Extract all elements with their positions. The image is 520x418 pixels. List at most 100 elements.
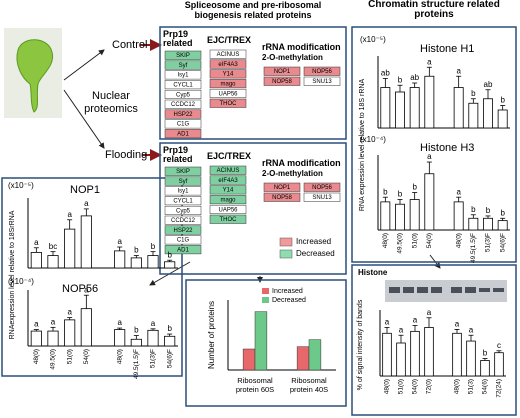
protein-cell bbox=[263, 182, 301, 192]
protein-label: SNU13 bbox=[312, 195, 332, 201]
significance-letter: b bbox=[398, 75, 403, 84]
protein-cell bbox=[164, 129, 202, 139]
protein-cell bbox=[303, 182, 341, 192]
panel-heading: rRNA modification bbox=[262, 42, 341, 52]
nuclear-label: Nuclear proteomics bbox=[84, 90, 138, 115]
significance-letter: a bbox=[413, 316, 418, 325]
significance-letter: b bbox=[383, 187, 388, 196]
arrow bbox=[63, 49, 105, 81]
x-tick-label: 51(0) bbox=[398, 379, 405, 394]
x-tick-label: 72(0) bbox=[426, 379, 433, 394]
bar bbox=[380, 201, 391, 231]
exponent: (x10⁻⁵) bbox=[360, 35, 386, 44]
protein-cell bbox=[164, 205, 202, 215]
significance-letter: b bbox=[167, 324, 172, 333]
legend-label: Decreased bbox=[272, 297, 306, 304]
x-tick-label: 48(0) bbox=[454, 379, 461, 394]
significance-letter: a bbox=[117, 237, 122, 246]
protein-cell bbox=[164, 245, 202, 255]
x-tick-label: 49.5(1.5)F bbox=[470, 233, 477, 263]
significance-letter: a bbox=[34, 320, 39, 329]
significance-letter: a bbox=[84, 285, 89, 294]
header: Spliceosome and pre-ribosomal biogenesis… bbox=[184, 0, 322, 20]
significance-letter: a bbox=[427, 308, 432, 317]
x-tick-label: Ribosomal protein 60S bbox=[235, 376, 275, 394]
significance-letter: ab bbox=[484, 80, 493, 89]
panel-heading: 2-O-methylation bbox=[262, 53, 323, 62]
panel-box bbox=[159, 142, 347, 275]
protein-cell bbox=[164, 166, 202, 176]
protein-cell bbox=[164, 80, 202, 90]
bar bbox=[30, 252, 42, 269]
protein-cell bbox=[164, 119, 202, 129]
bar bbox=[424, 327, 434, 377]
protein-label: AD1 bbox=[177, 131, 189, 137]
control-label: Control bbox=[112, 39, 147, 51]
protein-cell bbox=[209, 79, 247, 89]
protein-cell bbox=[263, 192, 301, 202]
protein-cell bbox=[164, 50, 202, 60]
protein-cell bbox=[209, 59, 247, 69]
bar bbox=[47, 330, 59, 347]
bar bbox=[114, 329, 126, 347]
chart-box bbox=[1, 177, 183, 377]
blot bbox=[385, 280, 507, 302]
arrow bbox=[63, 89, 105, 149]
chart-title: NOP1 bbox=[70, 184, 100, 196]
bar bbox=[395, 203, 405, 231]
protein-label: C1G bbox=[177, 122, 190, 128]
significance-letter: a bbox=[456, 187, 461, 196]
protein-cell bbox=[209, 98, 247, 108]
bar bbox=[164, 261, 176, 269]
x-tick-label: 48(0) bbox=[382, 233, 389, 248]
bar bbox=[483, 98, 493, 129]
legend-swatch bbox=[279, 237, 293, 247]
protein-label: UAP56 bbox=[218, 91, 238, 97]
legend-swatch bbox=[262, 288, 269, 294]
protein-label: THOC bbox=[220, 101, 238, 107]
protein-label: THOC bbox=[220, 217, 238, 223]
significance-letter: a bbox=[456, 66, 461, 75]
protein-label: SKIP bbox=[176, 53, 190, 59]
protein-cell bbox=[164, 89, 202, 99]
protein-cell bbox=[303, 192, 341, 202]
bar bbox=[395, 91, 405, 129]
protein-label: Cyp5 bbox=[176, 208, 191, 214]
bar bbox=[424, 173, 435, 231]
bar bbox=[396, 342, 406, 377]
bar bbox=[468, 102, 479, 129]
x-tick-label: 54(0) bbox=[426, 233, 433, 248]
protein-label: HSP22 bbox=[173, 228, 193, 234]
exponent: (x10⁻⁵) bbox=[8, 181, 34, 190]
protein-cell bbox=[263, 76, 301, 86]
bar bbox=[80, 308, 92, 347]
protein-label: UAP56 bbox=[218, 207, 238, 213]
y-axis-label: % of signal intensity of bands bbox=[357, 299, 364, 390]
panel-heading: Prp19 related bbox=[163, 29, 193, 48]
significance-letter: b bbox=[500, 208, 505, 217]
panel-heading: rRNA modification bbox=[262, 158, 341, 168]
protein-label: CYCL1 bbox=[173, 82, 193, 88]
significance-letter: b bbox=[486, 206, 491, 215]
bar bbox=[380, 87, 391, 129]
protein-label: SNU13 bbox=[312, 79, 332, 85]
bar bbox=[453, 87, 464, 129]
panel-heading: Prp19 related bbox=[163, 145, 193, 164]
bar bbox=[382, 332, 392, 377]
bar bbox=[424, 75, 435, 129]
y-axis-label: Number of proteins bbox=[207, 301, 216, 369]
protein-cell bbox=[164, 196, 202, 206]
significance-letter: b bbox=[167, 250, 172, 259]
x-tick-label: 48(0) bbox=[33, 349, 40, 364]
significance-letter: b bbox=[134, 326, 139, 335]
chart-title: NOP56 bbox=[62, 283, 98, 295]
x-tick-label: 49.5(1.5)F bbox=[133, 349, 140, 379]
chart-box bbox=[185, 279, 347, 407]
protein-label: AD1 bbox=[177, 247, 189, 253]
protein-label: CYCL1 bbox=[173, 198, 193, 204]
x-tick-label: 49.5(0) bbox=[397, 233, 404, 254]
bar bbox=[254, 311, 268, 371]
significance-letter: a bbox=[455, 320, 460, 329]
significance-letter: b bbox=[500, 96, 505, 105]
